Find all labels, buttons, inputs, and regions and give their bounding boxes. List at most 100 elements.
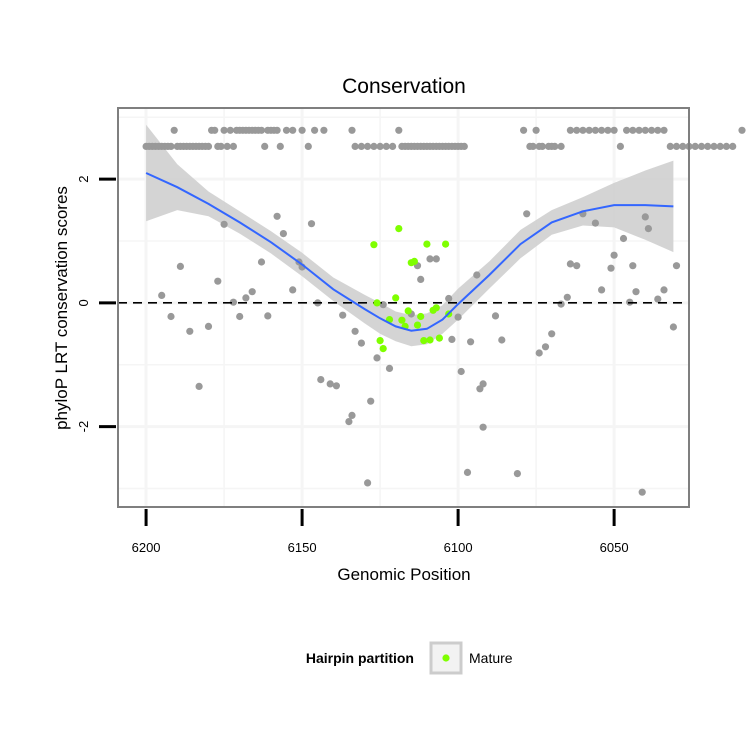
data-point-other: [432, 255, 440, 263]
data-point-other: [532, 126, 540, 134]
other-points-layer: [118, 126, 746, 496]
data-point-other: [229, 142, 237, 150]
data-point-other: [535, 349, 543, 357]
data-point-other: [566, 260, 575, 268]
data-point-other: [351, 142, 359, 150]
axes: 6200 6150 6100 6050 -2 0 2: [76, 176, 629, 555]
data-point-mature: [392, 294, 400, 302]
y-tick-label: -2: [76, 421, 91, 433]
legend-key-box: [429, 641, 463, 675]
data-point-other: [311, 126, 319, 134]
data-point-other: [623, 126, 631, 134]
data-point-other: [654, 126, 662, 134]
data-point-other: [585, 126, 593, 134]
data-point-other: [426, 255, 434, 263]
data-point-other: [345, 418, 353, 426]
data-point-other: [591, 219, 600, 227]
data-point-other: [445, 294, 453, 303]
data-point-mature: [410, 257, 418, 265]
data-point-other: [170, 126, 178, 134]
smooth-line-layer: [145, 172, 674, 332]
data-point-other: [257, 126, 266, 134]
data-point-other: [598, 126, 606, 134]
grid-lines: [118, 108, 689, 507]
data-point-other: [607, 264, 615, 272]
data-point-other: [716, 142, 724, 150]
data-point-other: [591, 126, 600, 134]
x-axis-label: Genomic Position: [337, 565, 470, 584]
data-point-other: [513, 470, 522, 478]
data-point-other: [304, 142, 312, 150]
data-point-other: [520, 126, 528, 134]
panel-border: [117, 107, 690, 508]
smooth-ribbon-layer: [146, 124, 674, 347]
data-point-other: [332, 382, 340, 390]
y-axis-label: phyloP LRT conservation scores: [52, 186, 71, 430]
data-point-other: [629, 262, 637, 270]
data-point-other: [635, 126, 643, 134]
data-point-mature: [413, 321, 422, 329]
data-point-mature: [423, 240, 431, 248]
data-point-other: [697, 142, 706, 150]
data-point-other: [273, 126, 281, 134]
data-point-other: [467, 338, 475, 346]
data-point-other: [220, 220, 228, 228]
data-point-other: [389, 142, 397, 150]
data-point-other: [248, 288, 256, 296]
data-point-mature: [395, 225, 403, 233]
data-point-other: [448, 335, 456, 343]
data-point-other: [691, 142, 699, 150]
data-point-other: [357, 339, 365, 347]
data-point-other: [214, 277, 222, 285]
data-point-other: [226, 126, 234, 134]
data-point-other: [672, 262, 681, 270]
legend-label-mature: Mature: [469, 650, 513, 666]
data-point-other: [566, 126, 575, 134]
data-point-other: [264, 312, 272, 320]
smooth-confidence-ribbon: [146, 124, 674, 347]
data-point-other: [320, 126, 328, 134]
data-point-other: [722, 142, 731, 150]
data-point-other: [348, 126, 356, 134]
data-point-other: [529, 142, 537, 150]
data-point-other: [364, 479, 372, 487]
smooth-fit-line: [145, 172, 674, 332]
data-point-mature: [376, 337, 384, 345]
data-point-other: [257, 258, 266, 266]
data-point-other: [523, 210, 531, 218]
data-point-mature: [435, 334, 443, 342]
data-point-mature: [420, 337, 428, 345]
data-point-other: [186, 327, 194, 335]
data-point-other: [242, 294, 250, 302]
data-point-other: [307, 220, 316, 228]
data-point-other: [261, 142, 269, 150]
data-point-mature: [404, 307, 412, 315]
data-point-other: [317, 376, 325, 384]
data-point-other: [282, 126, 291, 134]
legend-title: Hairpin partition: [306, 650, 414, 666]
data-point-other: [604, 126, 612, 134]
data-point-other: [167, 142, 175, 150]
data-point-other: [223, 142, 231, 150]
data-point-other: [367, 397, 375, 405]
data-point-other: [376, 142, 384, 150]
x-tick-label: 6150: [288, 540, 317, 555]
data-point-other: [220, 126, 228, 134]
x-tick-label: 6100: [444, 540, 473, 555]
data-point-other: [204, 142, 213, 150]
data-point-other: [364, 142, 372, 150]
data-point-other: [276, 142, 284, 150]
x-tick-label: 6200: [132, 540, 161, 555]
data-point-other: [382, 142, 390, 150]
data-point-other: [339, 311, 347, 319]
data-point-other: [538, 142, 546, 150]
data-point-other: [370, 142, 378, 150]
data-point-other: [167, 312, 175, 321]
legend: Hairpin partition Mature: [306, 641, 513, 675]
data-point-other: [660, 126, 668, 134]
data-point-other: [704, 142, 712, 150]
data-point-other: [479, 380, 487, 388]
data-point-other: [616, 142, 625, 150]
data-point-mature: [442, 240, 450, 248]
